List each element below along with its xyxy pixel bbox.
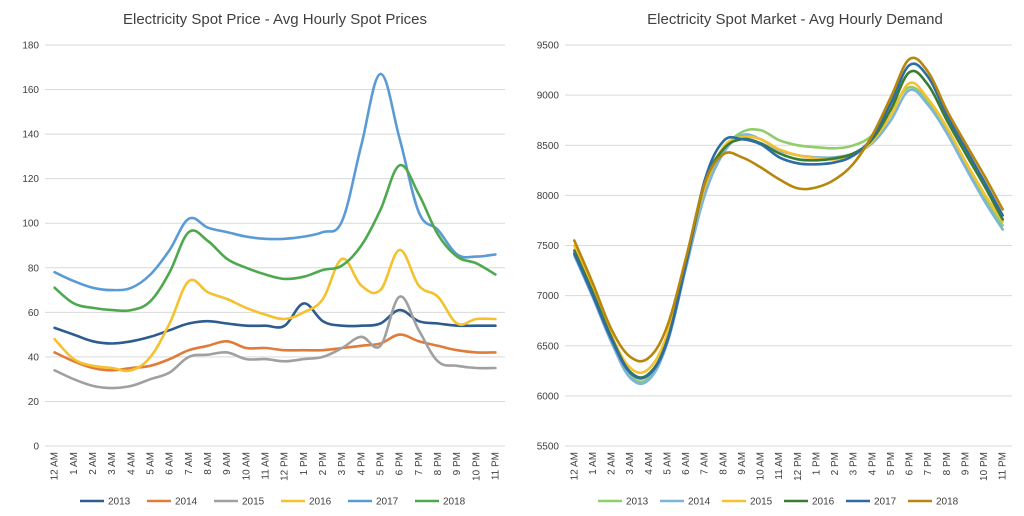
legend-label-2017: 2017 bbox=[874, 497, 897, 508]
y-tick-label: 8500 bbox=[537, 141, 560, 152]
x-tick-label: 12 PM bbox=[793, 452, 804, 481]
legend-label-2013: 2013 bbox=[626, 497, 649, 508]
legend-label-2015: 2015 bbox=[242, 497, 265, 508]
y-tick-label: 9500 bbox=[537, 41, 560, 52]
x-tick-label: 12 PM bbox=[280, 452, 291, 481]
x-tick-label: 3 AM bbox=[107, 452, 118, 475]
spot-price-chart-title: Electricity Spot Price - Avg Hourly Spot… bbox=[123, 11, 427, 28]
x-tick-label: 8 AM bbox=[718, 452, 729, 475]
y-tick-label: 8000 bbox=[537, 191, 560, 202]
series-line-2014 bbox=[573, 88, 1004, 386]
x-tick-label: 4 PM bbox=[356, 452, 367, 475]
x-tick-label: 3 AM bbox=[625, 452, 636, 475]
series-line-2017 bbox=[573, 62, 1004, 380]
spot-demand-chart-title: Electricity Spot Market - Avg Hourly Dem… bbox=[647, 11, 943, 28]
x-tick-label: 11 AM bbox=[260, 452, 271, 480]
y-tick-label: 120 bbox=[22, 174, 39, 185]
x-tick-label: 5 AM bbox=[145, 452, 156, 475]
x-tick-label: 1 AM bbox=[69, 452, 80, 475]
y-tick-label: 60 bbox=[28, 308, 40, 319]
x-tick-label: 12 AM bbox=[50, 452, 61, 480]
legend-label-2018: 2018 bbox=[936, 497, 959, 508]
x-tick-label: 9 PM bbox=[960, 452, 971, 475]
x-tick-label: 10 PM bbox=[471, 452, 482, 481]
spot-demand-chart: Electricity Spot Market - Avg Hourly Dem… bbox=[537, 11, 1012, 508]
x-tick-label: 7 AM bbox=[700, 452, 711, 475]
series-line-2014 bbox=[53, 333, 497, 372]
y-tick-label: 40 bbox=[28, 352, 40, 363]
y-tick-label: 80 bbox=[28, 263, 40, 274]
x-tick-label: 8 AM bbox=[203, 452, 214, 475]
x-tick-label: 4 AM bbox=[126, 452, 137, 475]
legend-label-2016: 2016 bbox=[309, 497, 332, 508]
y-tick-label: 6000 bbox=[537, 391, 560, 402]
x-tick-label: 6 PM bbox=[905, 452, 916, 475]
series-line-2016 bbox=[53, 248, 497, 373]
legend-label-2014: 2014 bbox=[688, 497, 711, 508]
y-tick-label: 100 bbox=[22, 219, 39, 230]
legend-label-2018: 2018 bbox=[443, 497, 466, 508]
y-tick-label: 180 bbox=[22, 41, 39, 52]
x-tick-label: 2 PM bbox=[830, 452, 841, 475]
x-tick-label: 12 AM bbox=[569, 452, 580, 480]
legend-label-2016: 2016 bbox=[812, 497, 835, 508]
x-tick-label: 6 PM bbox=[395, 452, 406, 475]
x-tick-label: 4 AM bbox=[644, 452, 655, 475]
x-tick-label: 7 PM bbox=[923, 452, 934, 475]
x-tick-label: 1 AM bbox=[588, 452, 599, 475]
legend-label-2015: 2015 bbox=[750, 497, 773, 508]
y-tick-label: 140 bbox=[22, 130, 39, 141]
x-tick-label: 10 PM bbox=[979, 452, 990, 481]
y-tick-label: 9000 bbox=[537, 91, 560, 102]
x-tick-label: 8 PM bbox=[942, 452, 953, 475]
y-tick-label: 7000 bbox=[537, 291, 560, 302]
legend-label-2013: 2013 bbox=[108, 497, 131, 508]
y-tick-label: 0 bbox=[33, 442, 39, 453]
x-tick-label: 2 PM bbox=[318, 452, 329, 475]
legend-label-2014: 2014 bbox=[175, 497, 198, 508]
y-tick-label: 5500 bbox=[537, 442, 560, 453]
x-tick-label: 11 PM bbox=[490, 452, 501, 480]
y-tick-label: 20 bbox=[28, 397, 40, 408]
x-tick-label: 11 PM bbox=[998, 452, 1009, 480]
x-tick-label: 5 PM bbox=[375, 452, 386, 475]
series-line-2018 bbox=[53, 163, 497, 313]
series-line-2013 bbox=[53, 302, 497, 345]
y-tick-label: 7500 bbox=[537, 241, 560, 252]
spot-price-chart: Electricity Spot Price - Avg Hourly Spot… bbox=[22, 11, 505, 508]
x-tick-label: 11 AM bbox=[774, 452, 785, 480]
x-tick-label: 1 PM bbox=[811, 452, 822, 475]
series-line-2018 bbox=[573, 56, 1004, 363]
legend-label-2017: 2017 bbox=[376, 497, 399, 508]
x-tick-label: 5 AM bbox=[662, 452, 673, 475]
series-line-2015 bbox=[573, 81, 1004, 375]
x-tick-label: 2 AM bbox=[607, 452, 618, 475]
x-tick-label: 7 PM bbox=[414, 452, 425, 475]
x-tick-label: 9 AM bbox=[222, 452, 233, 475]
x-tick-label: 8 PM bbox=[433, 452, 444, 475]
x-tick-label: 1 PM bbox=[299, 452, 310, 475]
x-tick-label: 2 AM bbox=[88, 452, 99, 475]
series-line-2013 bbox=[573, 85, 1004, 384]
x-tick-label: 4 PM bbox=[867, 452, 878, 475]
series-line-2015 bbox=[53, 295, 497, 390]
x-tick-label: 10 AM bbox=[756, 452, 767, 480]
x-tick-label: 3 PM bbox=[337, 452, 348, 475]
x-tick-label: 7 AM bbox=[184, 452, 195, 475]
x-tick-label: 5 PM bbox=[886, 452, 897, 475]
x-tick-label: 9 AM bbox=[737, 452, 748, 475]
x-tick-label: 9 PM bbox=[452, 452, 463, 475]
x-tick-label: 6 AM bbox=[681, 452, 692, 475]
series-line-2017 bbox=[53, 72, 497, 292]
y-tick-label: 6500 bbox=[537, 341, 560, 352]
y-tick-label: 160 bbox=[22, 85, 39, 96]
x-tick-label: 3 PM bbox=[849, 452, 860, 475]
x-tick-label: 6 AM bbox=[165, 452, 176, 475]
x-tick-label: 10 AM bbox=[241, 452, 252, 480]
